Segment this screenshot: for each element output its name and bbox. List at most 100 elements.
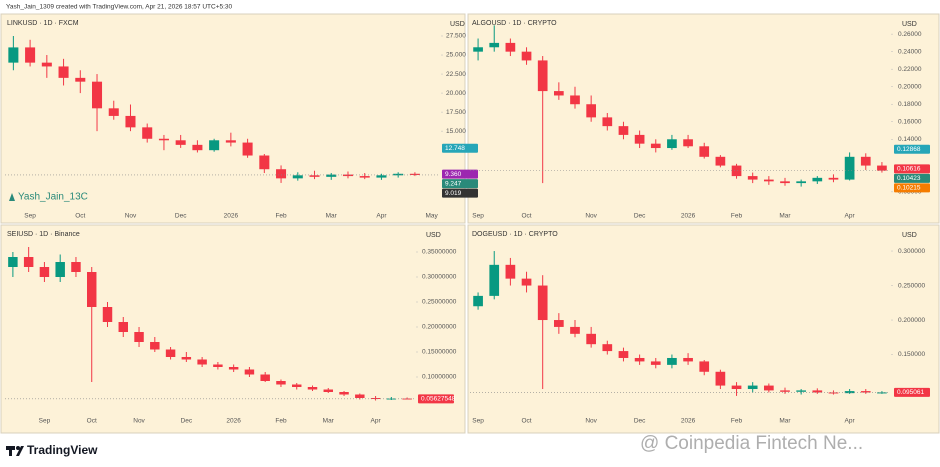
candle-body bbox=[276, 381, 286, 385]
y-tick-label: 27.500 bbox=[446, 33, 466, 40]
candle-body bbox=[618, 351, 629, 358]
candle-body bbox=[41, 62, 52, 67]
price-tag bbox=[894, 173, 930, 183]
x-tick-label: Sep bbox=[472, 213, 484, 220]
x-tick-label: Sep bbox=[24, 213, 36, 220]
x-tick-label: Apr bbox=[376, 213, 387, 220]
candle-body bbox=[812, 390, 823, 393]
brand: TradingView bbox=[27, 443, 98, 457]
currency: USD bbox=[450, 21, 465, 28]
x-tick-label: Oct bbox=[87, 418, 97, 425]
candle-body bbox=[747, 385, 758, 390]
y-tick-label: 0.22000 bbox=[898, 66, 922, 73]
candle-body bbox=[209, 140, 220, 151]
x-tick-label: Mar bbox=[323, 418, 335, 425]
candle-body bbox=[586, 104, 596, 118]
candle-body bbox=[715, 156, 726, 166]
candle-body bbox=[473, 295, 483, 307]
x-tick-label: Feb bbox=[731, 213, 743, 220]
candle-body bbox=[307, 387, 318, 390]
candle-body bbox=[323, 389, 333, 392]
candle-body bbox=[554, 91, 564, 96]
brand-logo bbox=[6, 446, 24, 456]
candle-body bbox=[731, 385, 742, 390]
candle-body bbox=[537, 285, 548, 321]
candle-body bbox=[292, 175, 303, 179]
candle-body bbox=[731, 165, 742, 177]
candle-body bbox=[828, 177, 839, 180]
price-tag bbox=[894, 164, 930, 174]
candle-body bbox=[125, 115, 136, 128]
candle-body bbox=[634, 357, 645, 362]
candle-body bbox=[570, 95, 580, 105]
candle-body bbox=[158, 138, 169, 141]
candle-body bbox=[108, 108, 119, 116]
candle-body bbox=[393, 173, 404, 176]
x-tick-label: Mar bbox=[779, 213, 791, 220]
price-tag bbox=[442, 179, 478, 189]
y-tick-label: 0.200000 bbox=[898, 317, 925, 324]
price-tag bbox=[894, 387, 930, 397]
x-tick-label: 2026 bbox=[681, 418, 696, 425]
y-tick-label: 0.24000 bbox=[898, 48, 922, 55]
price-tag bbox=[894, 183, 930, 193]
candle-body bbox=[667, 139, 677, 149]
price-tag bbox=[894, 144, 930, 154]
chart-title: ALGOUSD · 1D · CRYPTO bbox=[472, 20, 557, 27]
panel bbox=[467, 224, 940, 434]
panel bbox=[0, 224, 466, 434]
candle-body bbox=[489, 42, 500, 48]
y-tick-label: 0.18000 bbox=[898, 101, 922, 108]
candle-body bbox=[276, 169, 287, 179]
y-tick-label: 0.250000 bbox=[898, 282, 925, 289]
candle-body bbox=[602, 117, 613, 127]
candle-body bbox=[339, 392, 349, 395]
x-tick-label: Dec bbox=[634, 418, 646, 425]
candle-body bbox=[102, 307, 113, 322]
candle-body bbox=[259, 155, 270, 170]
y-tick-label: 0.25000000 bbox=[422, 299, 457, 306]
x-tick-label: Apr bbox=[845, 418, 856, 425]
x-tick-label: Dec bbox=[175, 213, 187, 220]
y-tick-label: 0.15000000 bbox=[422, 349, 457, 356]
price-tag-label: 0.05627548 bbox=[421, 396, 456, 403]
candle-body bbox=[877, 392, 887, 394]
candle-body bbox=[667, 357, 677, 365]
x-tick-label: Nov bbox=[585, 213, 597, 220]
candle-body bbox=[505, 264, 516, 279]
candle-body bbox=[796, 181, 806, 184]
candle-body bbox=[877, 165, 887, 171]
y-tick-label: 0.35000000 bbox=[422, 249, 457, 256]
candle-body bbox=[8, 47, 19, 63]
candle-body bbox=[650, 143, 661, 149]
candle-body bbox=[683, 139, 693, 147]
y-tick-label: 0.26000 bbox=[898, 31, 922, 38]
x-tick-label: Sep bbox=[472, 418, 484, 425]
x-tick-label: Nov bbox=[585, 418, 597, 425]
candle-body bbox=[25, 47, 36, 63]
candle-body bbox=[683, 357, 693, 362]
price-tag bbox=[442, 188, 478, 198]
x-tick-label: Dec bbox=[181, 418, 193, 425]
candle-body bbox=[142, 127, 153, 139]
y-tick-label: 22.500 bbox=[446, 71, 466, 78]
candle-body bbox=[150, 342, 160, 350]
candle-body bbox=[165, 349, 176, 357]
candle-body bbox=[181, 357, 192, 360]
x-tick-label: Oct bbox=[75, 213, 85, 220]
y-tick-label: 17.500 bbox=[446, 109, 466, 116]
y-tick-label: 0.30000000 bbox=[422, 274, 457, 281]
candle-body bbox=[634, 134, 645, 144]
panel bbox=[467, 13, 940, 224]
y-tick-label: 25.000 bbox=[446, 52, 466, 59]
candle-body bbox=[521, 51, 532, 61]
x-tick-label: Dec bbox=[634, 213, 646, 220]
price-tag-label: 9.360 bbox=[445, 171, 462, 178]
candle-body bbox=[618, 126, 629, 135]
currency: USD bbox=[902, 232, 917, 239]
y-tick-label: 0.10000000 bbox=[422, 374, 457, 381]
x-tick-label: Mar bbox=[326, 213, 338, 220]
price-tag bbox=[442, 169, 478, 179]
x-tick-label: Sep bbox=[39, 418, 51, 425]
